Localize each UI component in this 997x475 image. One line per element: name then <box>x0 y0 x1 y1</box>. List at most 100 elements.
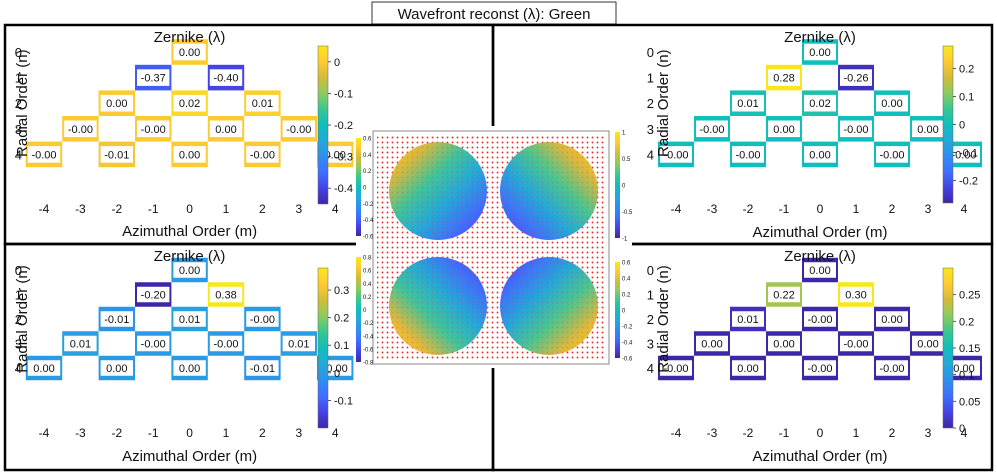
wavefront-colorbar-tick-label: 0.6 <box>363 137 372 143</box>
wavefront-colorbar-tick-label: 0.8 <box>363 256 372 262</box>
zernike-cell-label: -0.00 <box>213 339 238 351</box>
y-tick-label: 2 <box>647 312 654 327</box>
x-tick-label: -1 <box>148 202 159 216</box>
zernike-cell-label: 0.00 <box>809 47 830 59</box>
zernike-cell-label-bg <box>64 120 97 138</box>
colorbar-tick-label: 0 <box>959 423 965 435</box>
zernike-cell-label: -0.00 <box>735 149 760 161</box>
x-tick-label: 3 <box>925 426 932 440</box>
wavefront-colorbar-tick-label: 0 <box>363 308 367 314</box>
x-tick-label: 3 <box>295 202 302 216</box>
colorbar-tick-label: -0.1 <box>959 148 978 160</box>
zernike-cell-label: -0.00 <box>879 363 904 375</box>
x-axis-label: Azimuthal Order (m) <box>752 448 887 465</box>
y-axis-label: Radial Order (n) <box>14 49 31 157</box>
wavefront-colorbar-tick-label: -0.2 <box>622 325 633 331</box>
zernike-cell-label: -0.00 <box>663 149 688 161</box>
y-axis-label: Radial Order (n) <box>655 265 672 373</box>
zernike-cell-label: 0.00 <box>809 149 830 161</box>
zernike-cell-label: 0.00 <box>179 265 200 277</box>
zernike-cell-label: 0.00 <box>215 124 236 136</box>
zernike-chart-bottom-right: 0.000.22 0.300.01 -0.00 0.000.00 0.00 -0.00 0.… <box>647 248 982 465</box>
wavefront-colorbar-tick-label: 0 <box>363 186 367 192</box>
x-tick-label: -3 <box>707 202 718 216</box>
colorbar-tick-label: 0 <box>334 57 340 69</box>
zernike-cell-label: 0.02 <box>179 98 200 110</box>
zernike-cell-label-bg <box>732 146 764 163</box>
x-tick-label: 0 <box>817 426 824 440</box>
colorbar-tick-label: 0.2 <box>959 316 974 328</box>
x-tick-label: 2 <box>889 426 896 440</box>
zernike-cell-label-bg <box>246 146 279 163</box>
x-tick-label: 3 <box>925 202 932 216</box>
colorbar <box>317 45 329 205</box>
zernike-cell-label-bg <box>804 262 836 278</box>
zernike-cell-label-bg <box>173 360 206 376</box>
zernike-cell-label-bg <box>840 286 872 303</box>
wavefront-colorbar <box>356 138 361 236</box>
zernike-cell-label: 0.00 <box>324 149 345 161</box>
zernike-cell-label: -0.40 <box>213 73 238 85</box>
zernike-cell-label: -0.00 <box>879 149 904 161</box>
chart-title: Zernike (λ) <box>154 29 226 46</box>
x-tick-label: -4 <box>671 202 682 216</box>
colorbar-tick-label: 0.15 <box>959 343 980 355</box>
wavefront-colorbar <box>615 132 620 238</box>
colorbar-tick-label: -0.2 <box>959 176 978 188</box>
y-tick-label: 0 <box>15 45 22 60</box>
x-tick-label: -4 <box>39 202 50 216</box>
y-tick-label: 3 <box>15 122 22 137</box>
wavefront-colorbar-tick-label: 0.2 <box>363 295 372 301</box>
zernike-cell-label-bg <box>27 360 61 376</box>
zernike-cell-label: 0.01 <box>252 98 273 110</box>
zernike-cell-label: 0.00 <box>953 363 974 375</box>
zernike-cell-label-bg <box>732 94 764 112</box>
colorbar-tick-label: 0.2 <box>959 63 974 75</box>
zernike-cell-label-bg <box>209 335 243 352</box>
zernike-cell-label: -0.00 <box>68 124 93 136</box>
zernike-cell-label-bg <box>840 335 872 352</box>
y-tick-label: 1 <box>647 288 654 303</box>
colorbar-tick-label: 0.1 <box>959 370 974 382</box>
zernike-chart-bottom-left: 0.00 -0.20 0.38 -0.01 0.01 -0.00 0.01 -0.00 -0.0… <box>14 248 354 465</box>
colorbar <box>942 267 954 429</box>
wavefront-colorbar-tick-label: 0 <box>622 309 626 315</box>
zernike-cell-label-bg <box>732 360 764 376</box>
zernike-cell-label: 0.01 <box>179 314 200 326</box>
zernike-cell-label: 0.00 <box>881 314 902 326</box>
x-tick-label: -1 <box>779 426 790 440</box>
zernike-cell-label-bg <box>876 311 908 327</box>
colorbar-tick-label: 0.1 <box>959 91 974 103</box>
x-tick-label: 1 <box>853 426 860 440</box>
x-tick-label: -2 <box>111 202 122 216</box>
zernike-cell-label-bg <box>768 120 800 138</box>
zernike-cell-label-bg <box>876 94 908 112</box>
y-tick-label: 3 <box>647 122 654 137</box>
zernike-cell-label-bg <box>173 262 206 278</box>
zernike-cell-label-bg <box>948 146 980 163</box>
zernike-cell-label-bg <box>804 94 836 112</box>
zernike-cell-label-bg <box>100 311 133 327</box>
zernike-cell-label-bg <box>768 69 800 86</box>
zernike-cell-label: 0.00 <box>179 149 200 161</box>
y-tick-label: 0 <box>15 263 22 278</box>
wavefront-colorbar-tick-label: -0.6 <box>363 347 374 353</box>
wavefront-colorbar-tick-label: -1 <box>622 237 628 243</box>
x-tick-label: 0 <box>186 202 193 216</box>
zernike-cell-label-bg <box>912 335 944 352</box>
x-tick-label: -1 <box>779 202 790 216</box>
wavefront-colorbar-tick-label: -0.4 <box>363 218 374 224</box>
zernike-cell-label: -0.00 <box>141 124 166 136</box>
chart-title: Zernike (λ) <box>154 248 226 265</box>
y-tick-label: 0 <box>647 263 654 278</box>
zernike-cell-label: 0.01 <box>288 339 309 351</box>
zernike-cell-label-bg <box>137 286 170 303</box>
zernike-cell-label-bg <box>209 286 243 303</box>
wavefront-map-overlay <box>500 142 598 240</box>
x-tick-label: 2 <box>889 202 896 216</box>
x-tick-label: 4 <box>961 426 968 440</box>
zernike-cell-label-bg <box>948 360 980 376</box>
zernike-cell-label: -0.00 <box>31 149 56 161</box>
colorbar-tick-label: 0.05 <box>959 396 980 408</box>
zernike-cell-label-bg <box>173 43 206 61</box>
